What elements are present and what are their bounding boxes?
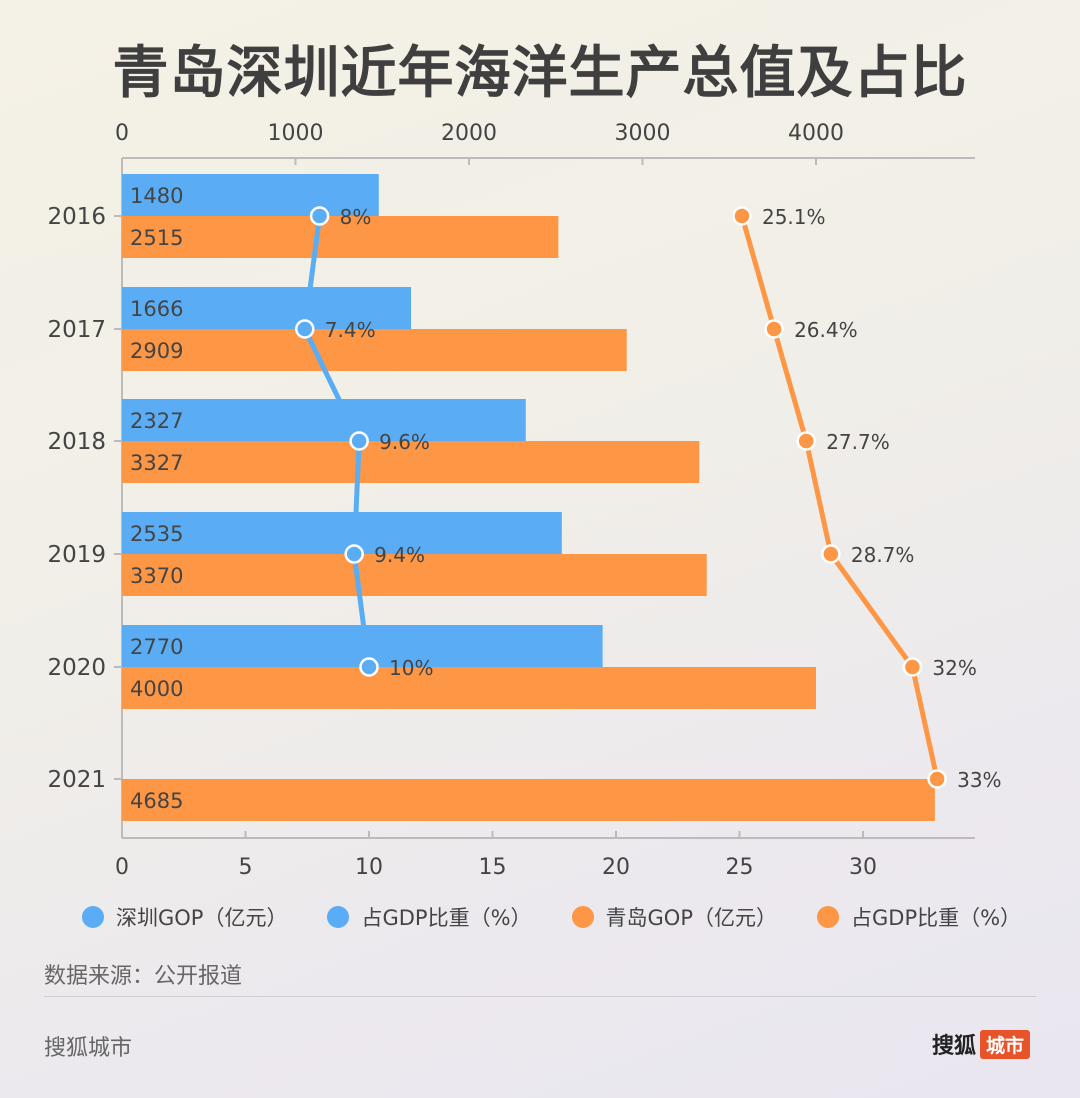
bottom-axis-tick-label: 25 — [726, 855, 754, 880]
source-note: 数据来源：公开报道 — [44, 964, 243, 989]
chart-svg: 0 1000 2000 3000 4000 0 5 10 15 20 25 30 2016 2017 201… — [47, 121, 1001, 880]
bottom-axis-tick-label: 0 — [115, 855, 129, 880]
qingdao-ratio-point[interactable] — [764, 319, 784, 339]
bar-shenzhen-gop[interactable] — [122, 512, 562, 554]
legend-item-qingdao-ratio[interactable]: 占GDP比重（%） — [817, 902, 1021, 932]
qingdao-ratio-label: 26.4% — [794, 318, 858, 342]
legend-swatch-shenzhen-gop — [82, 906, 104, 928]
footer-brand-text: 搜狐城市 — [44, 1036, 133, 1061]
bar-label-shenzhen-gop: 1480 — [130, 184, 183, 208]
bottom-axis-tick-label: 15 — [479, 855, 507, 880]
bar-qingdao-gop[interactable] — [122, 216, 559, 258]
qingdao-ratio-label: 25.1% — [762, 205, 826, 229]
qingdao-ratio-line — [739, 215, 940, 780]
legend-item-shenzhen-gop[interactable]: 深圳GOP（亿元） — [82, 902, 287, 932]
top-axis-tick-label: 2000 — [441, 121, 497, 146]
qingdao-ratio-label: 33% — [957, 768, 1001, 792]
top-axis-tick-label: 0 — [115, 121, 129, 146]
bar-label-qingdao-gop: 2909 — [130, 339, 183, 363]
bar-qingdao-gop[interactable] — [122, 554, 707, 596]
bar-qingdao-gop[interactable] — [122, 441, 700, 483]
qingdao-ratio-label: 32% — [932, 656, 976, 680]
bar-label-qingdao-gop: 2515 — [130, 226, 183, 250]
bar-qingdao-gop[interactable] — [122, 667, 816, 709]
shenzhen-ratio-point[interactable] — [344, 544, 364, 564]
bottom-axis-tick-label: 10 — [355, 855, 383, 880]
bar-label-shenzhen-gop: 2327 — [130, 409, 183, 433]
category-label: 2018 — [47, 429, 106, 455]
shenzhen-ratio-point[interactable] — [349, 431, 369, 451]
qingdao-ratio-point[interactable] — [927, 769, 947, 789]
category-label: 2020 — [47, 655, 106, 681]
legend-swatch-qingdao-ratio — [817, 906, 839, 928]
shenzhen-ratio-point[interactable] — [295, 319, 315, 339]
bottom-axis-tick-label: 20 — [602, 855, 630, 880]
bottom-axis-tick-label: 5 — [239, 855, 253, 880]
legend-swatch-qingdao-gop — [571, 906, 594, 928]
legend-label-shenzhen-gop: 深圳GOP（亿元） — [116, 906, 288, 930]
shenzhen-ratio-label: 7.4% — [325, 318, 376, 342]
category-label: 2016 — [47, 204, 106, 230]
bar-qingdao-gop[interactable] — [122, 329, 627, 371]
bar-label-qingdao-gop: 4685 — [130, 789, 183, 813]
sohu-city-logo: 搜狐 城市 — [932, 1028, 1030, 1060]
bar-shenzhen-gop[interactable] — [122, 287, 412, 329]
bar-label-shenzhen-gop: 1666 — [130, 297, 183, 321]
legend-label-shenzhen-ratio: 占GDP比重（%） — [361, 906, 532, 930]
top-axis-tick-label: 4000 — [788, 121, 844, 146]
qingdao-ratio-label: 28.7% — [851, 543, 915, 567]
legend-item-shenzhen-ratio[interactable]: 占GDP比重（%） — [327, 902, 532, 932]
chart-title: 青岛深圳近年海洋生产总值及占比 — [112, 41, 968, 106]
category-label: 2021 — [47, 767, 106, 793]
legend-label-qingdao-gop: 青岛GOP（亿元） — [605, 906, 777, 930]
qingdao-ratio-point[interactable] — [732, 206, 752, 226]
top-axis-tick-label: 3000 — [615, 121, 671, 146]
shenzhen-ratio-label: 9.6% — [379, 430, 430, 454]
shenzhen-ratio-label: 8% — [340, 205, 372, 229]
qingdao-ratio-point[interactable] — [902, 657, 923, 677]
legend-item-qingdao-gop[interactable]: 青岛GOP（亿元） — [571, 902, 777, 932]
legend: 深圳GOP（亿元） 占GDP比重（%） 青岛GOP（亿元） 占GDP比重（%） — [82, 902, 1061, 932]
bottom-axis-tick-label: 30 — [849, 855, 877, 880]
logo-text: 搜狐 — [931, 1034, 976, 1059]
shenzhen-ratio-point[interactable] — [359, 657, 379, 677]
shenzhen-ratio-label: 9.4% — [374, 543, 425, 567]
bar-label-shenzhen-gop: 2535 — [130, 522, 183, 546]
qingdao-ratio-point[interactable] — [796, 431, 816, 451]
bar-label-qingdao-gop: 3370 — [130, 564, 183, 588]
top-axis-tick-label: 1000 — [268, 121, 324, 146]
legend-label-qingdao-ratio: 占GDP比重（%） — [851, 906, 1022, 930]
category-label: 2017 — [47, 317, 106, 343]
bar-shenzhen-gop[interactable] — [122, 399, 526, 441]
divider — [44, 996, 1036, 997]
bar-label-qingdao-gop: 3327 — [130, 451, 183, 475]
bar-label-qingdao-gop: 4000 — [130, 677, 183, 701]
shenzhen-ratio-point[interactable] — [309, 206, 330, 226]
bar-label-shenzhen-gop: 2770 — [130, 635, 183, 659]
category-label: 2019 — [47, 542, 106, 568]
legend-swatch-shenzhen-ratio — [327, 906, 350, 928]
qingdao-ratio-point[interactable] — [821, 544, 841, 564]
bar-qingdao-gop[interactable] — [122, 779, 935, 821]
shenzhen-ratio-label: 10% — [389, 656, 433, 680]
logo-badge: 城市 — [979, 1029, 1030, 1059]
bar-shenzhen-gop[interactable] — [122, 174, 379, 216]
qingdao-ratio-label: 27.7% — [826, 430, 890, 454]
